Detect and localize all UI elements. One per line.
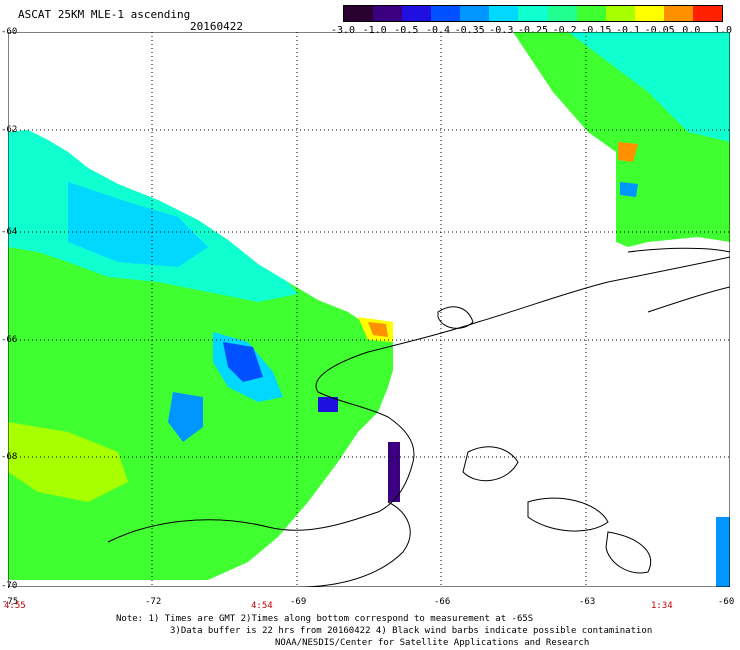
lat-label: -70	[1, 581, 18, 591]
map-title: ASCAT 25KM MLE-1 ascending	[18, 8, 191, 21]
time-label: 1:34	[651, 601, 673, 611]
colorbar-tick-label: -0.2	[552, 25, 577, 36]
colorbar-tick-label: -0.15	[581, 25, 612, 36]
lon-label: -69	[290, 597, 307, 607]
swath-map	[8, 32, 730, 587]
colorbar-swatch	[547, 6, 577, 21]
lat-label: -60	[1, 27, 18, 37]
time-label: 4:54	[251, 601, 273, 611]
map-date: 20160422	[190, 20, 243, 33]
ascending-swath-left	[8, 130, 400, 580]
colorbar-swatch	[605, 6, 635, 21]
footnote-line-2: 3)Data buffer is 22 hrs from 20160422 4)…	[170, 626, 653, 636]
colorbar-tick-label: -0.1	[615, 25, 641, 36]
time-label: 4:55	[4, 601, 26, 611]
colorbar-tick-label: -0.05	[644, 25, 675, 36]
colorbar-tick-label: -0.3	[489, 25, 514, 36]
lat-label: -64	[1, 227, 18, 237]
colorbar-tick-label: -1.0	[362, 25, 387, 36]
ascending-swath-right	[513, 32, 730, 587]
colorbar-tick-label: -0.4	[425, 25, 451, 36]
lon-label: -63	[579, 597, 596, 607]
lon-label: -66	[434, 597, 451, 607]
colorbar-swatch	[634, 6, 664, 21]
colorbar-tick-label: -3.0	[330, 25, 356, 36]
colorbar-tick-label: 1.0	[713, 25, 733, 36]
lon-label: -72	[145, 597, 162, 607]
colorbar-swatch	[663, 6, 693, 21]
graticule	[8, 32, 730, 587]
colorbar-swatch	[402, 6, 432, 21]
footnote-line-3: NOAA/NESDIS/Center for Satellite Applica…	[275, 638, 590, 648]
colorbar-tick-label: 0.0	[682, 25, 701, 36]
colorbar-swatch	[344, 6, 374, 21]
colorbar-tick-label: -0.5	[394, 25, 419, 36]
colorbar-swatch	[576, 6, 606, 21]
coastline	[107, 247, 730, 587]
colorbar	[343, 5, 723, 22]
colorbar-swatch	[431, 6, 461, 21]
colorbar-swatch	[692, 6, 723, 21]
lat-label: -68	[1, 452, 18, 462]
footnote-line-1: Note: 1) Times are GMT 2)Times along bot…	[116, 614, 534, 624]
lon-label: -60	[718, 597, 735, 607]
colorbar-swatch	[518, 6, 548, 21]
colorbar-swatch	[460, 6, 490, 21]
lat-label: -62	[1, 125, 18, 135]
lon-label: -75	[2, 597, 19, 607]
colorbar-swatch	[373, 6, 403, 21]
lat-label: -66	[1, 335, 18, 345]
colorbar-tick-label: -0.25	[517, 25, 549, 36]
colorbar-swatch	[489, 6, 519, 21]
colorbar-tick-label: -0.35	[454, 25, 485, 36]
